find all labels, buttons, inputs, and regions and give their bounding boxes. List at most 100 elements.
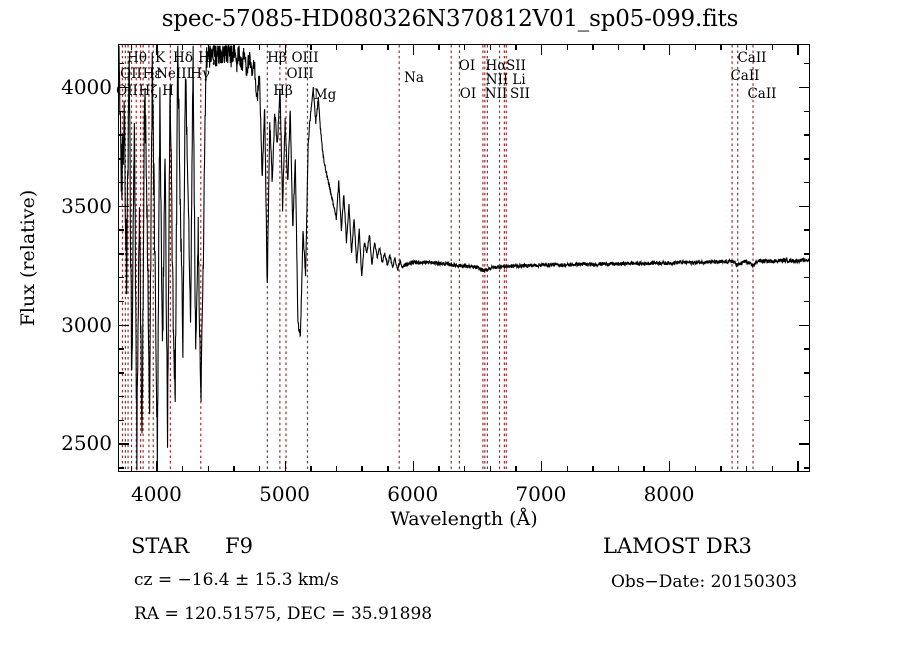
x-tick-top-4000	[156, 44, 158, 55]
x-tick-7600	[617, 466, 620, 472]
y-tick-right-3800	[804, 134, 810, 136]
y-tick-2400	[118, 467, 124, 469]
line-label-Mg: Mg	[313, 87, 337, 103]
x-tick-top-4600	[233, 44, 235, 50]
x-tick-top-7600	[617, 44, 620, 50]
x-tick-top-3800	[130, 44, 133, 50]
x-tick-7800	[643, 466, 645, 472]
x-tick-8600	[745, 466, 748, 472]
x-tick-top-5000	[284, 44, 286, 55]
x-tick-5200	[310, 466, 312, 472]
x-tick-top-4400	[207, 44, 210, 50]
x-tick-top-8400	[720, 44, 722, 50]
spectrum-svg	[119, 45, 809, 471]
x-tick-top-7800	[643, 44, 645, 50]
x-tick-top-8200	[694, 44, 697, 50]
y-tick-right-3500	[799, 205, 810, 208]
x-tick-5800	[387, 466, 389, 472]
y-tick-right-2600	[804, 419, 810, 422]
survey-label: LAMOST DR3	[603, 534, 752, 558]
y-tick-3600	[118, 181, 124, 184]
line-label-Hζ: Hζ	[138, 83, 158, 99]
x-tick-top-8800	[771, 44, 773, 50]
x-tick-6400	[464, 466, 466, 472]
line-label-NII: NII	[485, 72, 509, 88]
y-tick-3200	[118, 277, 124, 279]
y-tick-right-2700	[804, 395, 810, 398]
y-tick-right-3600	[804, 181, 810, 184]
y-tick-right-3200	[804, 277, 810, 279]
line-label-OII: OII	[116, 83, 138, 99]
line-label-SII: SII	[510, 86, 530, 102]
x-tick-8400	[720, 466, 722, 472]
y-tick-label-3500: 3500	[61, 193, 112, 218]
line-label-CaII: CaII	[737, 50, 767, 66]
y-tick-4000	[118, 86, 129, 89]
x-tick-4200	[182, 466, 184, 472]
y-tick-right-3000	[799, 324, 810, 326]
plot-area	[118, 44, 810, 472]
x-tick-8200	[694, 466, 697, 472]
x-axis-title: Wavelength (Å)	[390, 508, 538, 530]
y-tick-right-3400	[804, 229, 810, 231]
y-tick-label-4000: 4000	[61, 74, 112, 99]
line-label-NeIII: NeIII	[156, 66, 192, 82]
x-tick-4800	[258, 466, 261, 472]
x-tick-top-4800	[258, 44, 261, 50]
y-tick-2900	[118, 348, 124, 350]
line-label-K: K	[154, 50, 166, 66]
x-tick-top-5600	[361, 44, 363, 50]
line-label-Na: Na	[404, 70, 424, 86]
coords-label: RA = 120.51575, DEC = 35.91898	[134, 604, 433, 624]
x-tick-5000	[284, 461, 286, 472]
x-tick-8000	[669, 461, 671, 472]
x-tick-top-8000	[669, 44, 671, 55]
line-label-OI: OI	[458, 58, 476, 74]
spectrum-trace	[119, 45, 809, 471]
x-tick-4600	[233, 466, 235, 472]
line-label-Hβ: Hβ	[273, 83, 293, 99]
x-tick-top-4200	[182, 44, 184, 50]
x-tick-6600	[489, 466, 492, 472]
x-tick-label-7000: 7000	[515, 482, 567, 506]
x-tick-top-6200	[438, 44, 440, 50]
x-tick-5600	[361, 466, 363, 472]
y-tick-3000	[118, 324, 129, 326]
line-label-Hβ: Hβ	[267, 50, 287, 66]
line-label-H: H	[162, 83, 174, 99]
y-tick-3900	[118, 110, 124, 112]
y-tick-3100	[118, 300, 124, 303]
line-label-OIII: OIII	[286, 66, 314, 82]
y-tick-4100	[118, 63, 124, 65]
line-label-Hγ: Hγ	[190, 66, 210, 82]
line-label-OIII: OIII	[291, 50, 319, 66]
object-type-label: STAR	[131, 534, 190, 558]
x-tick-label-4000: 4000	[130, 482, 182, 506]
line-label-Hθ: Hθ	[127, 50, 147, 66]
x-tick-7000	[540, 461, 543, 472]
x-tick-top-6400	[464, 44, 466, 50]
x-tick-top-7400	[592, 44, 594, 50]
line-label-Li: Li	[512, 72, 526, 88]
y-tick-right-3300	[804, 253, 810, 255]
x-tick-top-7200	[566, 44, 568, 50]
x-tick-5400	[335, 466, 338, 472]
y-tick-3800	[118, 134, 124, 136]
x-tick-3800	[130, 466, 133, 472]
line-label-Hγ: Hγ	[198, 50, 218, 66]
x-tick-top-9000	[797, 44, 799, 55]
x-tick-7200	[566, 466, 568, 472]
y-tick-right-4000	[799, 86, 810, 89]
marker-lines-group	[121, 45, 754, 471]
obs-date-label: Obs−Date: 20150303	[611, 572, 798, 592]
y-tick-right-3700	[804, 158, 810, 160]
line-label-OI: OI	[459, 86, 477, 102]
x-tick-top-5400	[335, 44, 338, 50]
x-tick-7400	[592, 466, 594, 472]
x-tick-top-5800	[387, 44, 389, 50]
x-tick-top-6000	[412, 44, 415, 55]
x-tick-9000	[797, 461, 799, 472]
x-tick-6800	[515, 466, 517, 472]
spectral-class-label: F9	[225, 534, 253, 558]
y-axis-title: Flux (relative)	[17, 189, 39, 327]
